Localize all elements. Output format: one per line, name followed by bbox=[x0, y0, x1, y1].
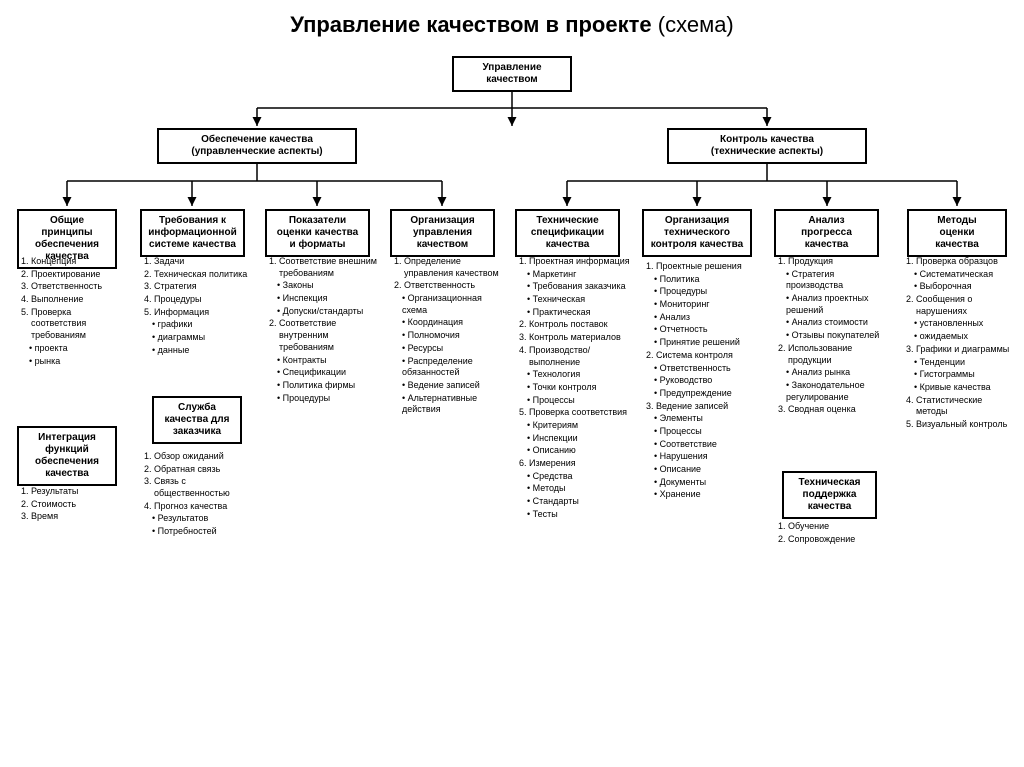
col1-extra-list: Обзор ожиданий Обратная связь Связь с об… bbox=[140, 451, 255, 539]
title-light: (схема) bbox=[658, 12, 734, 37]
col2-list: Соответствие внешним требованиям Законы … bbox=[265, 256, 380, 405]
col4-list: Проектная информация Маркетинг Требовани… bbox=[515, 256, 635, 521]
col7-list: Проверка образцов Систематическая Выборо… bbox=[902, 256, 1010, 432]
col1-extra-box: Службакачества длязаказчика bbox=[152, 396, 242, 444]
level2-right: Контроль качества(технические аспекты) bbox=[667, 128, 867, 164]
col6-header: Анализпрогрессакачества bbox=[774, 209, 879, 257]
col0-extra-list: Результаты Стоимость Время bbox=[17, 486, 127, 524]
col2-header: Показателиоценки качестваи форматы bbox=[265, 209, 370, 257]
col0-extra-box: Интеграцияфункцийобеспечениякачества bbox=[17, 426, 117, 486]
col6-extra-box: Техническаяподдержкакачества bbox=[782, 471, 877, 519]
col5-header: Организациятехническогоконтроля качества bbox=[642, 209, 752, 257]
col0-list: Концепция Проектирование Ответственность… bbox=[17, 256, 127, 368]
col1-header: Требования кинформационнойсистеме качест… bbox=[140, 209, 245, 257]
col3-header: Организацияуправлениякачеством bbox=[390, 209, 495, 257]
title-bold: Управление качеством в проекте bbox=[290, 12, 651, 37]
col5-list: Проектные решения Политика Процедуры Мон… bbox=[642, 261, 762, 502]
col7-header: Методыоценкикачества bbox=[907, 209, 1007, 257]
col3-list: Определение управления качеством Ответст… bbox=[390, 256, 505, 417]
page-title: Управление качеством в проекте (схема) bbox=[12, 12, 1012, 38]
col1-list: Задачи Техническая политика Стратегия Пр… bbox=[140, 256, 255, 358]
col4-header: Техническиеспецификациикачества bbox=[515, 209, 620, 257]
col6-list: Продукция Стратегия производства Анализ … bbox=[774, 256, 892, 417]
col6-extra-list: Обучение Сопровождение bbox=[774, 521, 889, 546]
diagram-area: Управлениекачеством Обеспечение качества… bbox=[12, 56, 1012, 736]
root-box: Управлениекачеством bbox=[452, 56, 572, 92]
level2-left: Обеспечение качества(управленческие аспе… bbox=[157, 128, 357, 164]
